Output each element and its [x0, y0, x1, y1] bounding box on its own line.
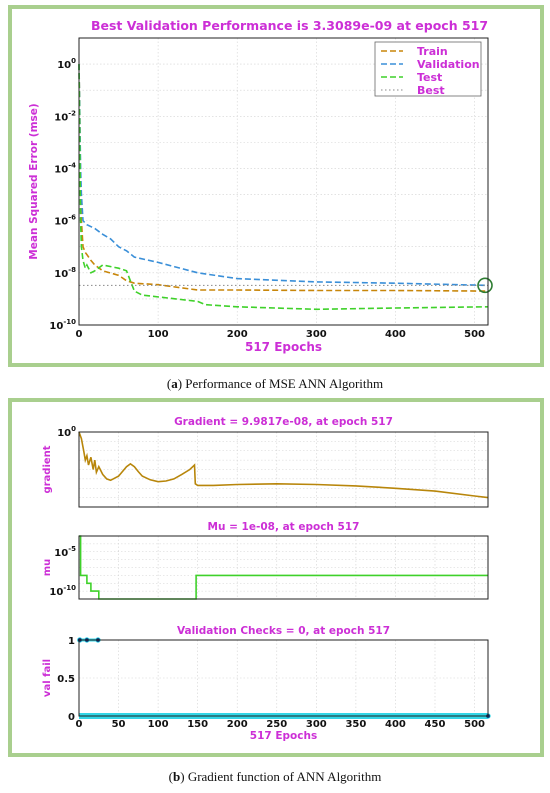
chart-title: Gradient = 9.9817e-08, at epoch 517	[174, 416, 393, 428]
y-tick-label: 10-6	[54, 214, 76, 228]
x-tick-label: 0	[76, 719, 83, 730]
chart-title: Best Validation Performance is 3.3089e-0…	[91, 18, 488, 33]
x-tick-label: 100	[148, 719, 169, 730]
y-tick-label: 100	[57, 425, 76, 439]
x-tick-label: 350	[345, 719, 366, 730]
x-tick-label: 200	[227, 719, 248, 730]
plot-frame	[78, 639, 489, 717]
x-tick-label: 150	[187, 719, 208, 730]
best-point-marker	[477, 277, 493, 294]
series-line-test	[78, 64, 489, 311]
caption-a-text: Performance of MSE ANN Algorithm	[182, 376, 384, 391]
chart-title: Validation Checks = 0, at epoch 517	[177, 625, 390, 637]
x-tick-label: 450	[425, 719, 446, 730]
x-axis-label: 517 Epochs	[245, 340, 322, 354]
chart-2: 10-5 10-10 mu Mu = 1e-08, at epoch 517	[42, 521, 489, 600]
x-tick-label: 100	[148, 329, 169, 340]
series-line-2	[79, 535, 488, 600]
y-tick-label: 0.5	[57, 674, 75, 685]
x-tick-label: 500	[464, 719, 485, 730]
y-tick-label: 10-5	[54, 545, 76, 559]
y-tick-label: 1	[68, 636, 75, 647]
x-tick-label: 50	[112, 719, 126, 730]
legend-box	[374, 41, 482, 97]
y-tick-label: 100	[57, 57, 76, 71]
y-axis-label: gradient	[42, 445, 53, 493]
caption-b-label: b	[172, 769, 181, 784]
x-axis-label: 517 Epochs	[250, 730, 317, 742]
chart-title: Mu = 1e-08, at epoch 517	[208, 521, 360, 533]
chart-0: 100 10-2 10-4 10-6 10-8 10-100 100 200 300 400 500…	[28, 18, 493, 354]
y-tick-label: 10-10	[49, 584, 76, 598]
x-tick-label: 400	[385, 329, 406, 340]
series-line-validation	[78, 64, 489, 287]
y-tick-label: 10-10	[49, 318, 76, 332]
plot-frame	[78, 37, 489, 326]
legend-label: Test	[417, 71, 442, 84]
legend-label: Best	[417, 84, 445, 97]
x-tick-label: 250	[266, 719, 287, 730]
y-axis-label: mu	[42, 559, 53, 577]
x-tick-label: 300	[306, 329, 327, 340]
chart-3: 0 0.5 1 0 50 100 150 200 250 300 350 400 450 500 517 E…	[42, 625, 491, 742]
caption-b-text: Gradient function of ANN Algorithm	[184, 769, 382, 784]
x-tick-label: 300	[306, 719, 327, 730]
x-tick-label: 0	[76, 329, 83, 340]
y-tick-label: 10-8	[54, 266, 76, 280]
legend-label: Train	[417, 45, 448, 58]
caption-a: (a) Performance of MSE ANN Algorithm	[166, 376, 384, 391]
caption-b: (b) Gradient function of ANN Algorithm	[168, 769, 382, 784]
y-axis-label: Mean Squared Error (mse)	[28, 103, 40, 259]
y-tick-label: 10-2	[54, 109, 76, 123]
x-tick-label: 200	[227, 329, 248, 340]
caption-a-label: a	[171, 376, 178, 391]
plot-frame	[78, 535, 489, 600]
y-axis-label: val fail	[42, 659, 53, 697]
legend-label: Validation	[417, 58, 480, 71]
y-tick-label: 10-4	[54, 161, 76, 175]
x-tick-label: 400	[385, 719, 406, 730]
y-tick-label: 0	[68, 712, 75, 723]
plot-frame	[78, 431, 489, 508]
series-line-1	[78, 431, 489, 499]
chart-1: 100 gradient Gradient = 9.9817e-08, at epo…	[42, 416, 489, 508]
x-tick-label: 500	[464, 329, 485, 340]
